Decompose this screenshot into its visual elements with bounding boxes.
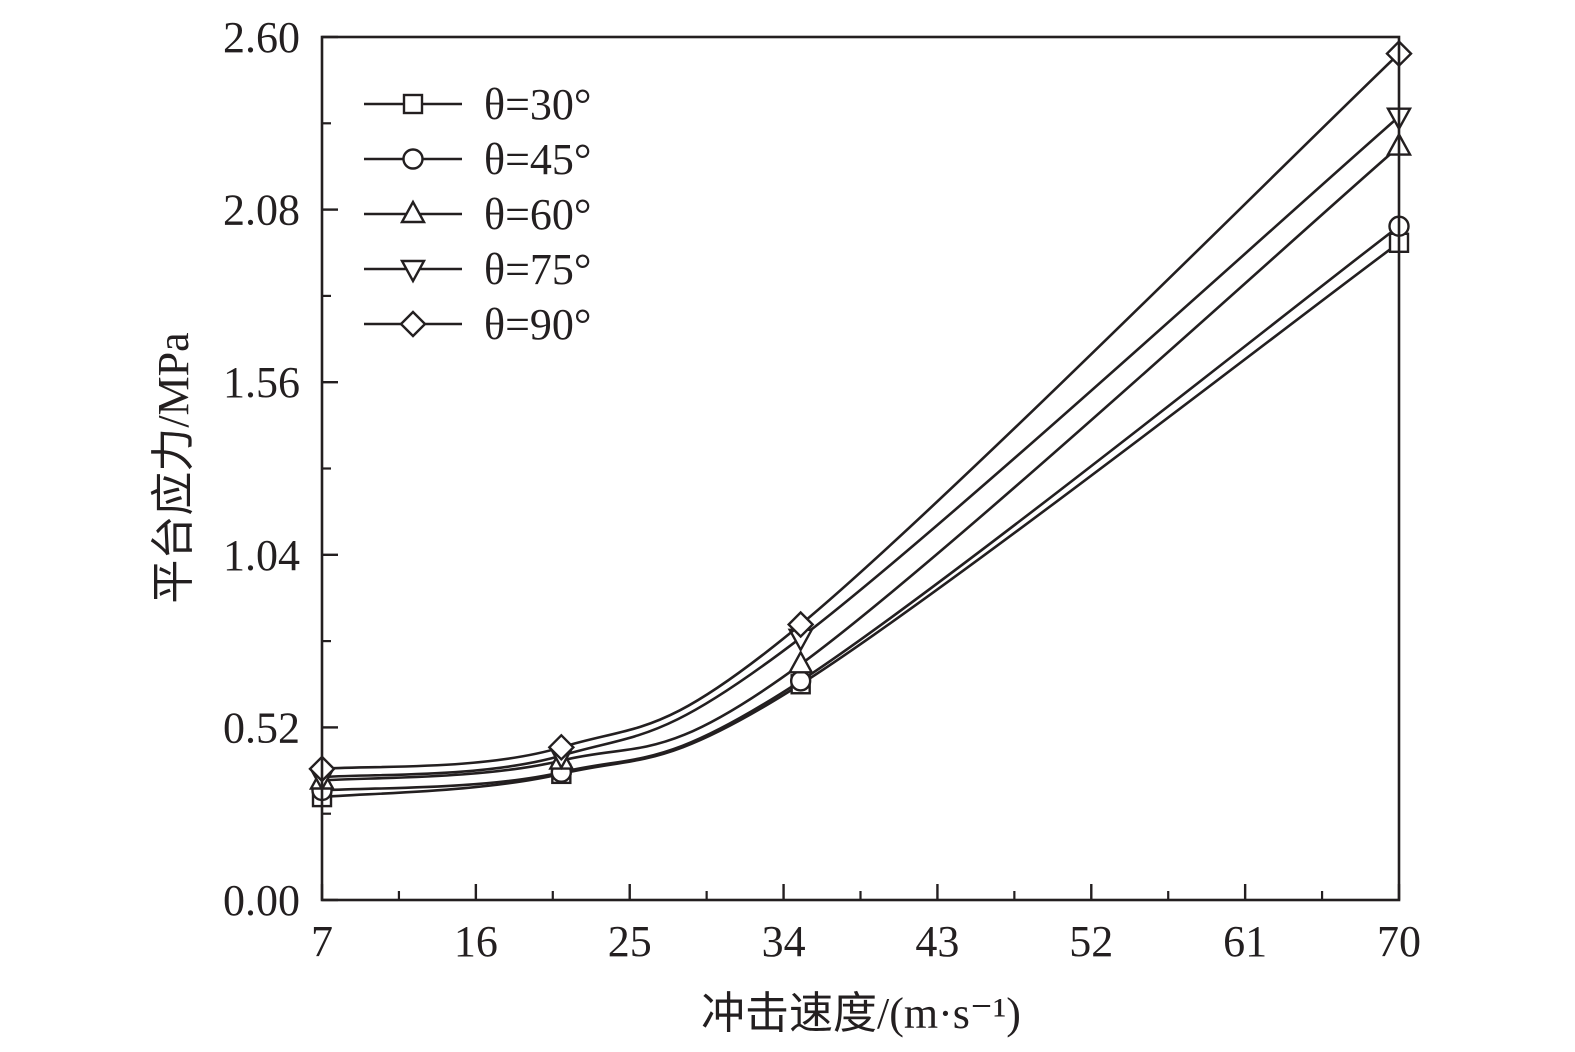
minor-ticks	[322, 122, 1324, 900]
x-axis-title: 冲击速度/(m·s⁻¹)	[701, 989, 1021, 1038]
x-tick-label: 52	[1069, 917, 1113, 966]
legend-label: θ=90°	[484, 300, 592, 349]
series-4	[308, 107, 1413, 792]
x-tick-label: 25	[608, 917, 652, 966]
series-3	[308, 132, 1413, 790]
legend: θ=30° θ=45° θ=60° θ=75° θ=90°	[364, 80, 592, 349]
series-5	[308, 39, 1413, 783]
y-axis-title: 平台应力/MPa	[149, 332, 198, 603]
y-tick-label: 2.08	[223, 186, 300, 235]
legend-item: θ=30°	[364, 80, 592, 129]
legend-marker-circle	[402, 148, 424, 170]
x-tick-label: 61	[1223, 917, 1267, 966]
legend-label: θ=60°	[484, 190, 592, 239]
x-tick-labels: 7 16 25 34 43 52 61 70	[311, 917, 1421, 966]
legend-label: θ=75°	[484, 245, 592, 294]
y-tick-label: 2.60	[223, 13, 300, 62]
y-tick-label: 1.04	[223, 531, 300, 580]
data-point-diamond	[547, 733, 576, 762]
x-tick-label: 43	[915, 917, 959, 966]
legend-marker-diamond	[399, 310, 427, 338]
x-tick-label: 16	[454, 917, 498, 966]
legend-marker-triangle-up	[399, 199, 427, 224]
legend-item: θ=75°	[364, 245, 592, 294]
series-line	[321, 145, 1400, 782]
series-line	[321, 241, 1400, 799]
legend-marker-triangle-down	[399, 259, 427, 284]
series-1	[311, 232, 1410, 808]
data-point-diamond	[786, 610, 815, 639]
data-point-circle	[789, 670, 812, 692]
series-2	[311, 215, 1410, 802]
y-tick-label: 0.52	[223, 703, 300, 752]
y-tick-label: 0.00	[223, 876, 300, 925]
data-point-triangle-up	[787, 649, 814, 674]
legend-item: θ=90°	[364, 300, 592, 349]
y-tick-label: 1.56	[223, 358, 300, 407]
plot-frame	[320, 35, 1401, 902]
x-tick-label: 70	[1377, 917, 1421, 966]
legend-label: θ=30°	[484, 80, 592, 129]
legend-item: θ=45°	[364, 135, 592, 184]
series-line	[321, 225, 1400, 792]
series-group	[308, 39, 1413, 808]
series-line	[321, 52, 1400, 771]
series-line	[321, 115, 1400, 779]
legend-label: θ=45°	[484, 135, 592, 184]
legend-item: θ=60°	[364, 190, 592, 239]
x-tick-label: 34	[762, 917, 806, 966]
y-tick-labels: 0.00 0.52 1.04 1.56 2.08 2.60	[223, 13, 300, 925]
legend-marker-square	[402, 93, 424, 115]
x-tick-label: 7	[311, 917, 333, 966]
